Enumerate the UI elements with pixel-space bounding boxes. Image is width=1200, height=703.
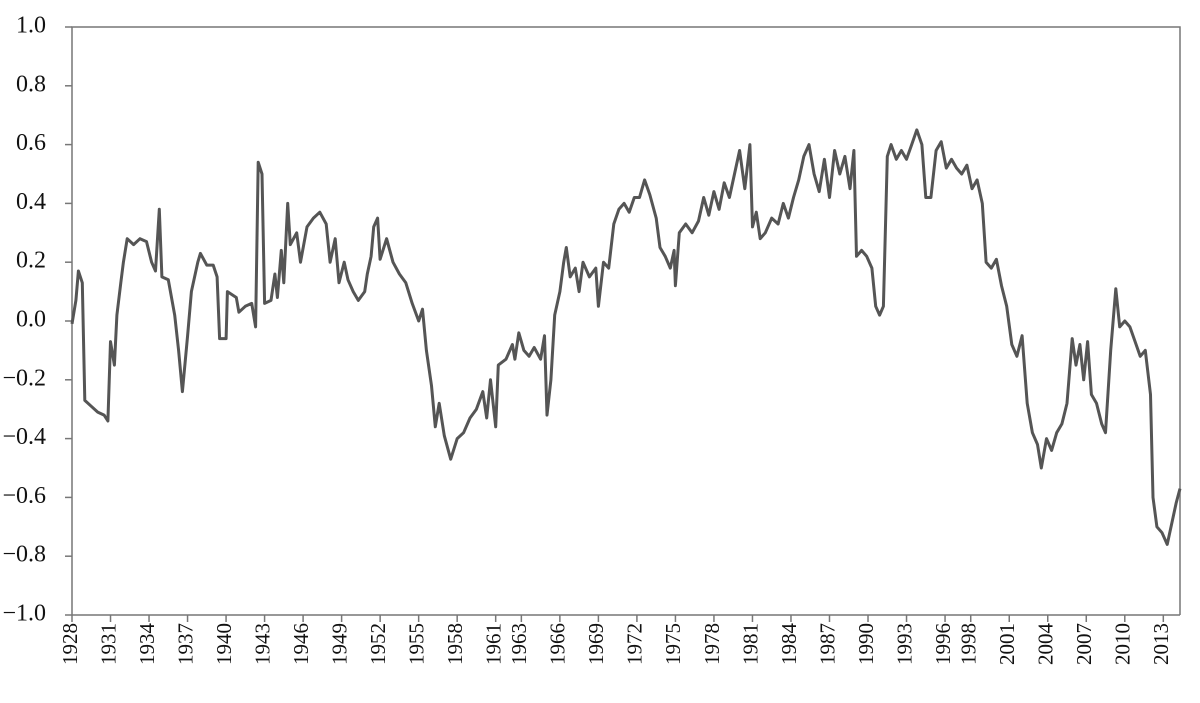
x-tick-label: 1958 — [443, 623, 467, 665]
y-tick-label: 0.6 — [16, 130, 46, 156]
y-tick-label: −0.6 — [2, 483, 46, 509]
x-tick-label: 2004 — [1034, 623, 1058, 666]
x-tick-label: 1996 — [931, 623, 955, 665]
x-tick-label: 1972 — [623, 623, 647, 665]
x-tick-label: 1943 — [250, 623, 274, 665]
y-tick-label: 0.0 — [16, 307, 46, 333]
y-tick-label: −1.0 — [2, 601, 46, 627]
x-tick-label: 1993 — [892, 623, 916, 665]
x-tick-label: 1937 — [173, 623, 197, 665]
x-tick-label: 2001 — [995, 623, 1019, 665]
x-tick-label: 1969 — [584, 623, 608, 665]
x-tick-label: 1931 — [96, 623, 120, 665]
x-tick-label: 1978 — [700, 623, 724, 665]
x-tick-label: 1961 — [481, 623, 505, 665]
x-tick-label: 1984 — [777, 623, 801, 666]
y-tick-label: 0.4 — [16, 189, 46, 215]
x-tick-label: 1990 — [854, 623, 878, 665]
x-tick-label: 2010 — [1111, 623, 1135, 665]
plot-frame — [71, 26, 1181, 615]
y-tick-label: 0.8 — [16, 71, 46, 97]
x-tick-label: 1952 — [366, 623, 390, 665]
x-tick-label: 1963 — [507, 623, 531, 665]
x-tick-label: 2013 — [1149, 623, 1173, 665]
y-tick-label: 0.2 — [16, 248, 46, 274]
x-tick-label: 1946 — [289, 623, 313, 665]
data-line — [70, 128, 1182, 546]
y-tick-label: −0.4 — [2, 424, 46, 450]
x-tick-label: 1928 — [58, 623, 82, 665]
y-tick-label: −0.2 — [2, 365, 46, 391]
x-tick-label: 1949 — [327, 623, 351, 665]
x-tick-label: 1955 — [404, 623, 428, 665]
x-tick-label: 1940 — [212, 623, 236, 665]
x-tick-label: 2007 — [1072, 623, 1096, 665]
y-tick-label: −0.8 — [2, 542, 46, 568]
x-tick-label: 1966 — [546, 623, 570, 665]
x-tick-label: 1934 — [135, 623, 159, 666]
x-tick-label: 1975 — [661, 623, 685, 665]
x-tick-label: 1998 — [957, 623, 981, 665]
x-tick-label: 1987 — [815, 623, 839, 665]
x-tick-label: 1981 — [738, 623, 762, 665]
y-tick-label: 1.0 — [16, 13, 46, 39]
